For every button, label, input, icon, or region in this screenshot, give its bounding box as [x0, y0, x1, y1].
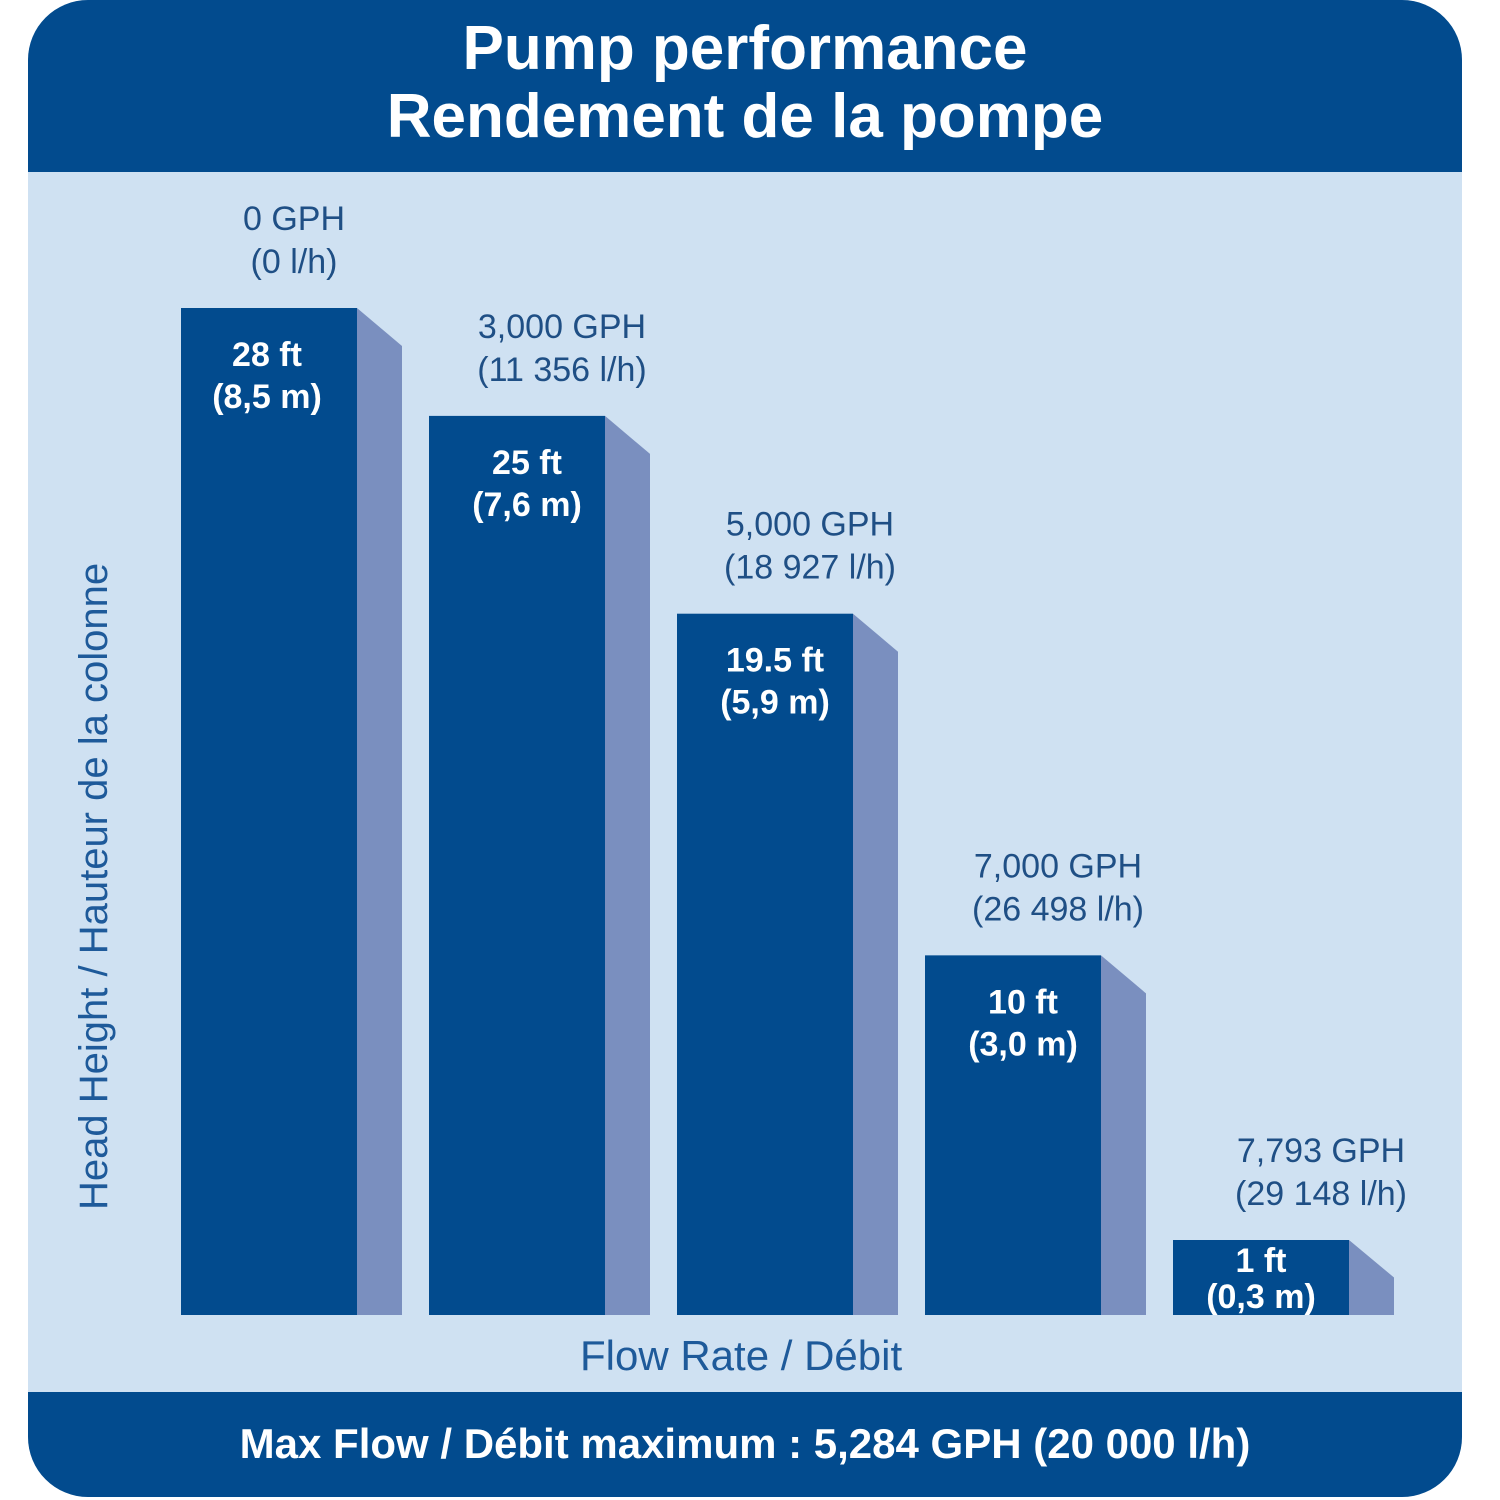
bar-group: 3,000 GPH (11 356 l/h) 25 ft (7,6 m): [429, 308, 650, 1316]
chart-footer: Max Flow / Débit maximum : 5,284 GPH (20…: [28, 1392, 1462, 1497]
head-m-label: (5,9 m): [720, 684, 830, 722]
bar: [1173, 1240, 1349, 1315]
bar-side: [605, 415, 650, 1316]
head-ft-label: 25 ft: [492, 444, 562, 482]
flow-gph-label: 5,000 GPH: [726, 506, 894, 544]
flow-lh-label: (18 927 l/h): [724, 549, 896, 587]
flow-lh-label: (29 148 l/h): [1235, 1175, 1407, 1213]
bar-side: [853, 613, 898, 1315]
max-flow-text: Max Flow / Débit maximum : 5,284 GPH (20…: [239, 1420, 1251, 1467]
flow-gph-label: 0 GPH: [243, 200, 345, 238]
head-ft-label: 10 ft: [988, 983, 1058, 1021]
bar-group: 5,000 GPH (18 927 l/h) 19.5 ft (5,9 m): [677, 506, 898, 1315]
flow-gph-label: 7,000 GPH: [974, 847, 1142, 885]
x-axis-label: Flow Rate / Débit: [580, 1332, 903, 1379]
chart-title-english: Pump performance: [462, 14, 1028, 83]
bar: [181, 308, 357, 1315]
head-m-label: (3,0 m): [968, 1025, 1078, 1063]
head-m-label: (0,3 m): [1206, 1278, 1316, 1316]
head-m-label: (8,5 m): [212, 378, 322, 416]
flow-gph-label: 7,793 GPH: [1237, 1132, 1405, 1170]
bar-group: 0 GPH (0 l/h) 28 ft (8,5 m): [181, 200, 402, 1315]
bar: [677, 613, 853, 1315]
head-ft-label: 19.5 ft: [726, 642, 824, 680]
flow-lh-label: (0 l/h): [251, 243, 338, 281]
bar-group: 7,000 GPH (26 498 l/h) 10 ft (3,0 m): [925, 847, 1146, 1315]
head-ft-label: 28 ft: [232, 336, 302, 374]
bar-side: [1349, 1240, 1394, 1315]
bar-side: [357, 308, 402, 1315]
head-m-label: (7,6 m): [472, 486, 582, 524]
flow-lh-label: (11 356 l/h): [477, 351, 646, 389]
flow-lh-label: (26 498 l/h): [972, 890, 1144, 928]
bar: [429, 415, 605, 1316]
bar-side: [1101, 955, 1146, 1315]
flow-gph-label: 3,000 GPH: [478, 308, 646, 346]
bar: [925, 955, 1101, 1315]
chart-header: Pump performance Rendement de la pompe: [28, 0, 1462, 172]
bar-group: 7,793 GPH (29 148 l/h) 1 ft(0,3 m): [1173, 1132, 1407, 1316]
head-ft-label: 1 ft: [1236, 1242, 1287, 1280]
chart-title-french: Rendement de la pompe: [386, 82, 1104, 151]
